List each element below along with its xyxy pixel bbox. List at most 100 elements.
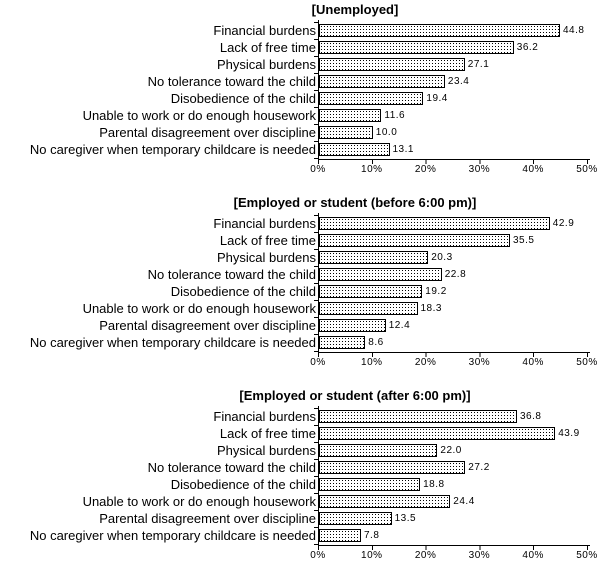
- value-label: 22.8: [444, 269, 467, 280]
- bar: [319, 495, 451, 508]
- y-axis: [318, 213, 319, 353]
- plot-area: Financial burdens 42.9 Lack of free time 35…: [0, 213, 605, 357]
- x-axis: [318, 545, 590, 546]
- category-label: No tolerance toward the child: [147, 267, 316, 282]
- category-label: Lack of free time: [219, 426, 316, 441]
- value-label: 12.4: [388, 320, 411, 331]
- y-axis-ticks: [314, 215, 318, 353]
- value-label: 44.8: [563, 25, 585, 36]
- category-label: Financial burdens: [213, 23, 316, 38]
- x-axis-labels: 0% 10% 20% 30% 40% 50%: [0, 550, 605, 564]
- chart-title: [Unemployed]: [311, 2, 399, 17]
- bar-chart-unemployed: [Unemployed] Financial burdens 44.8 Lack of…: [0, 0, 605, 193]
- bar: [319, 109, 382, 122]
- bar-row: No tolerance toward the child 23.4: [0, 73, 605, 90]
- category-label: Lack of free time: [219, 40, 316, 55]
- x-tick-label: 30%: [468, 550, 491, 561]
- bar-chart-employed-or-student-after-6-00-pm: [Employed or student (after 6:00 pm)] Fin…: [0, 386, 605, 579]
- bar: [319, 92, 424, 105]
- y-axis-ticks: [314, 408, 318, 546]
- x-axis-labels: 0% 10% 20% 30% 40% 50%: [0, 164, 605, 178]
- bar-row: No caregiver when temporary childcare is…: [0, 334, 605, 351]
- value-label: 36.2: [516, 42, 539, 53]
- bar-row: Parental disagreement over discipline 10.…: [0, 124, 605, 141]
- bar: [319, 319, 386, 332]
- bar: [319, 461, 466, 474]
- bar-row: Disobedience of the child 18.8: [0, 476, 605, 493]
- value-label: 8.6: [368, 337, 384, 348]
- bar: [319, 285, 423, 298]
- category-label: Unable to work or do enough housework: [82, 108, 316, 123]
- bar: [319, 217, 550, 230]
- category-label: Disobedience of the child: [170, 91, 316, 106]
- bar: [319, 234, 510, 247]
- x-axis-ticks: [318, 353, 590, 357]
- bar-row: Unable to work or do enough housework 18.…: [0, 300, 605, 317]
- bar-row: No caregiver when temporary childcare is…: [0, 141, 605, 158]
- x-tick-label: 0%: [310, 550, 326, 561]
- x-axis-ticks: [318, 546, 590, 550]
- bar: [319, 512, 392, 525]
- value-label: 7.8: [364, 530, 380, 541]
- x-tick-label: 0%: [310, 164, 326, 175]
- bar-row: Financial burdens 36.8: [0, 408, 605, 425]
- bar: [319, 24, 560, 37]
- bar-row: Lack of free time 43.9: [0, 425, 605, 442]
- value-label: 19.4: [426, 93, 448, 104]
- x-tick-label: 10%: [361, 164, 383, 175]
- value-label: 18.8: [423, 479, 445, 490]
- x-tick-label: 30%: [468, 164, 491, 175]
- category-label: Unable to work or do enough housework: [82, 494, 316, 509]
- bar: [319, 410, 517, 423]
- value-label: 42.9: [552, 218, 575, 229]
- x-tick-label: 40%: [522, 357, 544, 368]
- category-label: Disobedience of the child: [170, 284, 316, 299]
- category-label: Financial burdens: [213, 216, 316, 231]
- value-label: 27.2: [468, 462, 490, 473]
- x-axis-labels: 0% 10% 20% 30% 40% 50%: [0, 357, 605, 371]
- bar: [319, 529, 361, 542]
- category-label: No caregiver when temporary childcare is…: [29, 335, 316, 350]
- plot-area: Financial burdens 36.8 Lack of free time 43…: [0, 406, 605, 550]
- category-label: Physical burdens: [217, 443, 316, 458]
- bar-row: Financial burdens 42.9: [0, 215, 605, 232]
- bar-row: Unable to work or do enough housework 11.…: [0, 107, 605, 124]
- x-tick-label: 50%: [576, 357, 598, 368]
- chart-title: [Employed or student (after 6:00 pm)]: [239, 388, 471, 403]
- bar: [319, 75, 445, 88]
- x-axis-ticks: [318, 160, 590, 164]
- x-tick-label: 20%: [414, 550, 437, 561]
- plot-area: Financial burdens 44.8 Lack of free time 36…: [0, 20, 605, 164]
- bar: [319, 143, 390, 156]
- x-tick-label: 30%: [468, 357, 491, 368]
- x-tick-label: 20%: [414, 164, 437, 175]
- value-label: 13.5: [394, 513, 417, 524]
- bar-row: No caregiver when temporary childcare is…: [0, 527, 605, 544]
- bar: [319, 302, 418, 315]
- bar: [319, 427, 556, 440]
- x-tick-label: 10%: [361, 357, 383, 368]
- category-label: No tolerance toward the child: [147, 460, 316, 475]
- bar-row: Parental disagreement over discipline 13.…: [0, 510, 605, 527]
- y-axis-ticks: [314, 22, 318, 160]
- x-tick-label: 40%: [522, 550, 544, 561]
- category-label: Disobedience of the child: [170, 477, 316, 492]
- category-label: Unable to work or do enough housework: [82, 301, 316, 316]
- x-tick-label: 0%: [310, 357, 326, 368]
- value-label: 35.5: [513, 235, 535, 246]
- category-label: No caregiver when temporary childcare is…: [29, 528, 316, 543]
- bar: [319, 58, 465, 71]
- category-label: No tolerance toward the child: [147, 74, 316, 89]
- category-label: Parental disagreement over discipline: [99, 125, 316, 140]
- bar: [319, 251, 429, 264]
- bar: [319, 478, 421, 491]
- bar-row: Physical burdens 27.1: [0, 56, 605, 73]
- chart-title: [Employed or student (before 6:00 pm)]: [233, 195, 477, 210]
- bar-row: Financial burdens 44.8: [0, 22, 605, 39]
- bar-chart-employed-or-student-before-6-00-pm: [Employed or student (before 6:00 pm)] Fi…: [0, 193, 605, 386]
- category-label: Lack of free time: [219, 233, 316, 248]
- x-tick-label: 50%: [576, 550, 598, 561]
- bar-row: Unable to work or do enough housework 24.…: [0, 493, 605, 510]
- bar: [319, 336, 366, 349]
